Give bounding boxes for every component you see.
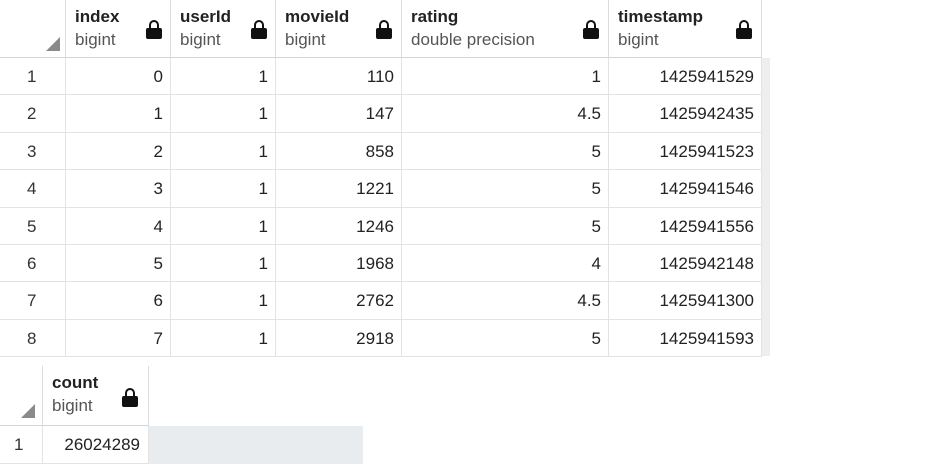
row-number: 3: [0, 132, 66, 171]
cell-index[interactable]: 3: [66, 170, 171, 208]
cell-index[interactable]: 2: [66, 132, 171, 171]
cell-timestamp[interactable]: 1425941593: [609, 319, 762, 358]
result-grid-1: index bigint userId bigint movieId bigin…: [0, 0, 770, 358]
cell-timestamp[interactable]: 1425941546: [609, 170, 762, 208]
cell-index[interactable]: 7: [66, 319, 171, 358]
cell-timestamp[interactable]: 1425941300: [609, 282, 762, 320]
cell-rating[interactable]: 1: [402, 58, 609, 96]
cell-timestamp[interactable]: 1425941556: [609, 207, 762, 245]
column-header-count[interactable]: count bigint: [43, 366, 149, 426]
select-all-corner[interactable]: [0, 366, 43, 426]
cell-rating[interactable]: 5: [402, 207, 609, 245]
cell-index[interactable]: 5: [66, 245, 171, 283]
cell-userid[interactable]: 1: [171, 245, 276, 283]
select-all-corner[interactable]: [0, 0, 66, 58]
table-row[interactable]: 1 26024289: [0, 426, 363, 464]
table-row[interactable]: 5 4 1 1246 5 1425941556: [0, 207, 762, 245]
cell-movieid[interactable]: 2918: [276, 319, 402, 358]
column-type: bigint: [285, 30, 326, 49]
grid-header: index bigint userId bigint movieId bigin…: [0, 0, 770, 58]
column-name: count: [52, 373, 99, 392]
cell-userid[interactable]: 1: [171, 132, 276, 171]
column-name: index: [75, 7, 120, 26]
table-row[interactable]: 3 2 1 858 5 1425941523: [0, 132, 762, 171]
cell-rating[interactable]: 4.5: [402, 282, 609, 320]
cell-index[interactable]: 4: [66, 207, 171, 245]
cell-timestamp[interactable]: 1425941529: [609, 58, 762, 96]
column-name: movieId: [285, 7, 350, 26]
cell-movieid[interactable]: 1221: [276, 170, 402, 208]
lock-icon: [583, 20, 599, 39]
cell-index[interactable]: 0: [66, 58, 171, 96]
column-type: bigint: [52, 396, 93, 415]
cell-timestamp[interactable]: 1425941523: [609, 132, 762, 171]
cell-movieid[interactable]: 858: [276, 132, 402, 171]
row-number: 1: [0, 426, 43, 464]
grid-body: 1 0 1 110 1 1425941529 2 1 1 147 4.5 1425942435 3 2 1 8…: [0, 58, 762, 358]
cell-userid[interactable]: 1: [171, 170, 276, 208]
column-type: bigint: [180, 30, 221, 49]
row-number: 7: [0, 282, 66, 320]
cell-index[interactable]: 1: [66, 95, 171, 133]
cell-movieid[interactable]: 1246: [276, 207, 402, 245]
cell-movieid[interactable]: 147: [276, 95, 402, 133]
row-number: 8: [0, 319, 66, 358]
column-type: bigint: [618, 30, 659, 49]
table-row[interactable]: 4 3 1 1221 5 1425941546: [0, 170, 762, 208]
column-header-userid[interactable]: userId bigint: [171, 0, 276, 58]
cell-movieid[interactable]: 110: [276, 58, 402, 96]
table-row[interactable]: 6 5 1 1968 4 1425942148: [0, 245, 762, 283]
cell-userid[interactable]: 1: [171, 207, 276, 245]
cell-userid[interactable]: 1: [171, 95, 276, 133]
row-number: 5: [0, 207, 66, 245]
table-row[interactable]: 7 6 1 2762 4.5 1425941300: [0, 282, 762, 320]
cell-rating[interactable]: 4: [402, 245, 609, 283]
lock-icon: [736, 20, 752, 39]
column-type: double precision: [411, 30, 535, 49]
cell-rating[interactable]: 5: [402, 170, 609, 208]
lock-icon: [122, 388, 138, 407]
cell-timestamp[interactable]: 1425942435: [609, 95, 762, 133]
corner-triangle-icon: [46, 37, 60, 51]
cell-movieid[interactable]: 1968: [276, 245, 402, 283]
cell-userid[interactable]: 1: [171, 58, 276, 96]
cell-movieid[interactable]: 2762: [276, 282, 402, 320]
column-name: userId: [180, 7, 232, 26]
column-header-movieid[interactable]: movieId bigint: [276, 0, 402, 58]
column-header-index[interactable]: index bigint: [66, 0, 171, 58]
vertical-scrollbar[interactable]: [762, 58, 770, 356]
row-number: 4: [0, 170, 66, 208]
cell-timestamp[interactable]: 1425942148: [609, 245, 762, 283]
cell-userid[interactable]: 1: [171, 319, 276, 358]
cell-rating[interactable]: 5: [402, 132, 609, 171]
lock-icon: [146, 20, 162, 39]
column-type: bigint: [75, 30, 116, 49]
column-name: rating: [411, 7, 459, 26]
cell-userid[interactable]: 1: [171, 282, 276, 320]
cell-index[interactable]: 6: [66, 282, 171, 320]
table-row[interactable]: 2 1 1 147 4.5 1425942435: [0, 95, 762, 133]
corner-triangle-icon: [21, 404, 35, 418]
empty-area: [149, 426, 363, 464]
row-number: 2: [0, 95, 66, 133]
cell-rating[interactable]: 4.5: [402, 95, 609, 133]
cell-count[interactable]: 26024289: [43, 426, 149, 464]
row-number: 6: [0, 245, 66, 283]
column-header-rating[interactable]: rating double precision: [402, 0, 609, 58]
table-row[interactable]: 1 0 1 110 1 1425941529: [0, 58, 762, 96]
column-header-timestamp[interactable]: timestamp bigint: [609, 0, 762, 58]
column-name: timestamp: [618, 7, 704, 26]
lock-icon: [376, 20, 392, 39]
row-number: 1: [0, 58, 66, 96]
table-row[interactable]: 8 7 1 2918 5 1425941593: [0, 319, 762, 358]
cell-rating[interactable]: 5: [402, 319, 609, 358]
result-grid-2: count bigint 1 26024289: [0, 366, 363, 465]
lock-icon: [251, 20, 267, 39]
